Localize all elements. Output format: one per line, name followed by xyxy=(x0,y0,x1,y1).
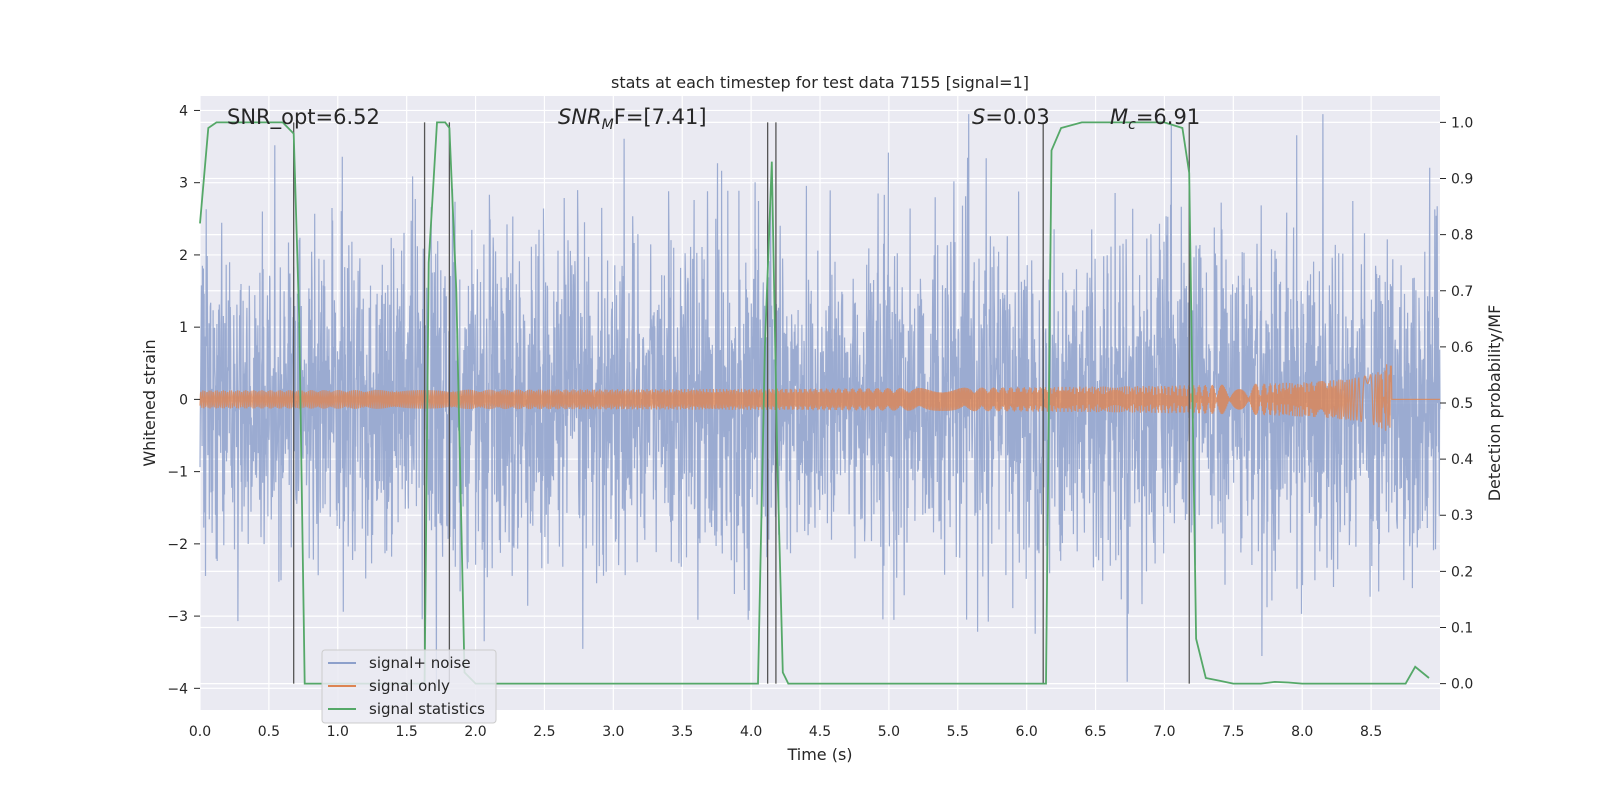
annotation-snr-mf: SNRMF=[7.41] xyxy=(558,105,707,133)
y2-tick-label: 0.7 xyxy=(1451,284,1473,300)
y-tick-label: 0 xyxy=(179,392,188,408)
chart-title: stats at each timestep for test data 715… xyxy=(611,73,1029,92)
y-tick-label: 3 xyxy=(179,176,188,192)
series-line-signal-statistics xyxy=(199,121,1430,685)
y2-tick-label: 0.4 xyxy=(1451,452,1473,468)
legend: signal+ noise signal only signal statist… xyxy=(321,649,497,724)
x-tick-label: 4.0 xyxy=(740,724,762,740)
y-tick-label: −4 xyxy=(167,681,188,697)
series-line-signal-only xyxy=(199,364,1440,431)
y-tick-label: −1 xyxy=(167,465,188,481)
x-tick-label: 7.5 xyxy=(1222,724,1244,740)
x-tick-label: 8.5 xyxy=(1360,724,1382,740)
x-tick-label: 0.5 xyxy=(258,724,280,740)
x-tick-label: 0.0 xyxy=(189,724,211,740)
annotation-snr-opt: SNR_opt=6.52 xyxy=(227,105,380,130)
x-tick-label: 6.5 xyxy=(1084,724,1106,740)
x-tick-label: 2.5 xyxy=(533,724,555,740)
y-axis-label: Whitened strain xyxy=(140,339,159,466)
y2-tick-label: 0.6 xyxy=(1451,340,1473,356)
x-tick-label: 1.5 xyxy=(396,724,418,740)
y2-axis-label: Detection probability/MF xyxy=(1485,305,1504,502)
legend-label-signal-statistics: signal statistics xyxy=(369,700,485,718)
annotation-mc: Mc=6.91 xyxy=(1110,105,1200,133)
x-tick-label: 7.0 xyxy=(1153,724,1175,740)
legend-label-signal-only: signal only xyxy=(369,677,450,695)
y2-tick-label: 0.5 xyxy=(1451,396,1473,412)
x-tick-label: 4.5 xyxy=(809,724,831,740)
x-tick-label: 6.0 xyxy=(1016,724,1038,740)
series-line-signal-noise xyxy=(199,114,1441,689)
x-tick-label: 5.0 xyxy=(878,724,900,740)
y2-tick-label: 0.1 xyxy=(1451,620,1473,636)
x-tick-label: 3.0 xyxy=(602,724,624,740)
y2-tick-label: 0.3 xyxy=(1451,508,1473,524)
x-tick-label: 3.5 xyxy=(671,724,693,740)
y-tick-label: 1 xyxy=(179,320,188,336)
y-tick-label: 2 xyxy=(179,248,188,264)
y-tick-label: 4 xyxy=(179,103,188,119)
y2-tick-label: 0.8 xyxy=(1451,228,1473,244)
y-tick-label: −2 xyxy=(167,537,188,553)
y2-tick-label: 0.2 xyxy=(1451,564,1473,580)
annotation-s: S=0.03 xyxy=(972,105,1050,129)
x-tick-label: 1.0 xyxy=(327,724,349,740)
y-tick-label: −3 xyxy=(167,609,188,625)
x-tick-label: 5.5 xyxy=(947,724,969,740)
y2-tick-label: 0.0 xyxy=(1451,677,1473,693)
y2-tick-label: 0.9 xyxy=(1451,172,1473,188)
x-axis-label: Time (s) xyxy=(786,745,852,764)
x-tick-label: 2.0 xyxy=(464,724,486,740)
y2-tick-label: 1.0 xyxy=(1451,115,1473,131)
x-tick-label: 8.0 xyxy=(1291,724,1313,740)
legend-label-signal-noise: signal+ noise xyxy=(369,654,471,672)
